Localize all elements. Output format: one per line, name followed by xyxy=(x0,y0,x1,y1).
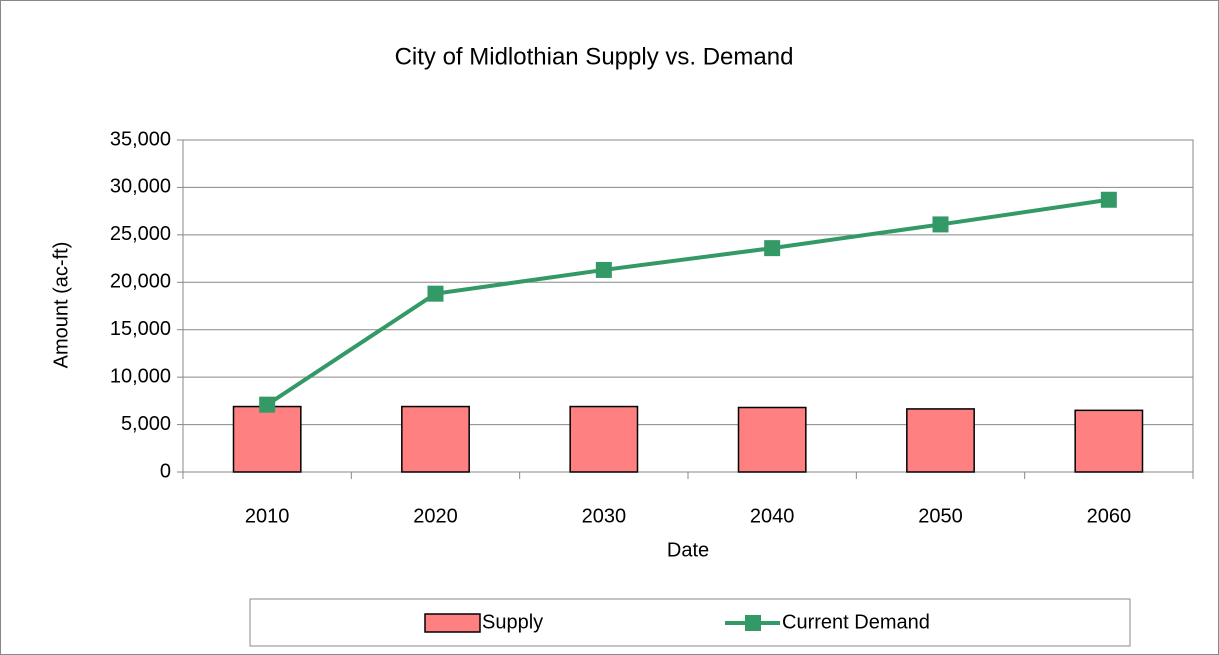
x-tick-label: 2030 xyxy=(582,505,627,527)
y-tick-label: 25,000 xyxy=(110,223,171,245)
marker xyxy=(932,216,949,233)
x-tick-label: 2040 xyxy=(750,505,795,527)
marker xyxy=(259,396,276,413)
y-tick-label: 5,000 xyxy=(121,413,171,435)
bar xyxy=(737,406,807,473)
y-tick-label: 10,000 xyxy=(110,365,171,387)
legend-label: Current Demand xyxy=(782,611,930,633)
bar xyxy=(1074,409,1144,473)
bar xyxy=(401,405,470,473)
x-tick-label: 2050 xyxy=(918,505,963,527)
y-tick-label: 35,000 xyxy=(110,128,171,150)
legend-label: Supply xyxy=(482,611,543,633)
y-tick-label: 20,000 xyxy=(110,271,171,293)
legend-marker xyxy=(745,615,761,631)
marker xyxy=(595,261,612,278)
y-axis-label: Amount (ac-ft) xyxy=(50,242,72,369)
x-axis-label: Date xyxy=(667,539,709,561)
y-tick-label: 15,000 xyxy=(110,318,171,340)
chart-title: City of Midlothian Supply vs. Demand xyxy=(395,43,794,70)
legend-swatch xyxy=(424,613,481,633)
legend-box xyxy=(249,598,1131,647)
bar xyxy=(232,405,302,473)
plot-area xyxy=(182,139,1194,473)
y-tick-label: 0 xyxy=(160,460,171,482)
y-tick-label: 30,000 xyxy=(110,176,171,198)
x-tick-label: 2060 xyxy=(1087,505,1132,527)
x-tick-label: 2020 xyxy=(413,505,458,527)
marker xyxy=(427,285,444,302)
marker xyxy=(1100,191,1117,208)
marker xyxy=(764,240,781,257)
x-tick-label: 2010 xyxy=(245,505,290,527)
line xyxy=(266,197,1110,407)
bar xyxy=(906,408,975,473)
bar xyxy=(569,405,639,473)
